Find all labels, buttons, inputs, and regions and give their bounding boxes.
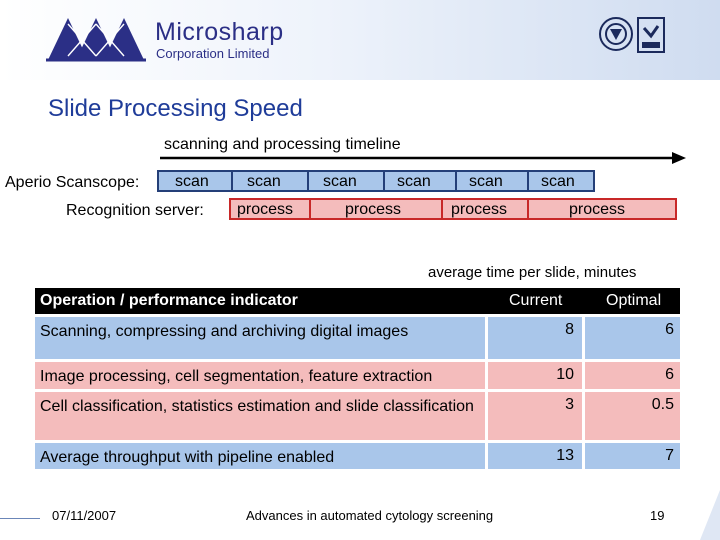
process-segment-label: process	[451, 201, 508, 218]
operation-cell: Cell classification, statistics estimati…	[35, 392, 485, 440]
process-segment: process	[441, 200, 529, 218]
header-current: Current	[509, 292, 563, 309]
table-row: Cell classification, statistics estimati…	[35, 392, 680, 440]
current-cell: 3	[488, 392, 582, 440]
page-number: 19	[650, 508, 665, 523]
table-row: Image processing, cell segmentation, fea…	[35, 362, 680, 389]
process-segment: process	[309, 200, 443, 218]
process-segment: process	[527, 200, 679, 218]
header-operation: Operation / performance indicator	[40, 292, 298, 309]
corner-decoration-icon	[700, 490, 720, 540]
table-note: average time per slide, minutes	[428, 264, 637, 281]
scan-timeline-bar: scan scan scan scan scan scan	[157, 170, 595, 192]
operation-cell: Average throughput with pipeline enabled	[35, 443, 485, 469]
recognition-server-label: Recognition server:	[66, 202, 204, 219]
speed-table: Operation / performance indicator Curren…	[35, 288, 680, 469]
optimal-cell: 6	[585, 362, 680, 389]
scan-segment: scan	[159, 172, 231, 190]
table-row: Scanning, compressing and archiving digi…	[35, 317, 680, 359]
scanscope-label: Aperio Scanscope:	[5, 174, 140, 191]
timeline-title: scanning and processing timeline	[164, 136, 401, 153]
process-segment-label: process	[237, 201, 294, 218]
timeline-arrow-icon	[160, 152, 686, 164]
ukas-certification-icon	[599, 17, 633, 51]
company-name: Microsharp	[155, 18, 284, 46]
process-segment-label: process	[569, 201, 626, 218]
scan-segment-label: scan	[397, 173, 431, 190]
scan-segment-label: scan	[469, 173, 503, 190]
process-timeline-bar: process process process process	[229, 198, 677, 220]
operation-cell: Scanning, compressing and archiving digi…	[35, 317, 485, 359]
current-cell: 13	[488, 443, 582, 469]
table-header-row: Operation / performance indicator Curren…	[35, 288, 680, 314]
table-row: Average throughput with pipeline enabled…	[35, 443, 680, 469]
scan-segment-label: scan	[247, 173, 281, 190]
footer-date: 07/11/2007	[52, 508, 117, 523]
operation-cell: Image processing, cell segmentation, fea…	[35, 362, 485, 389]
header-optimal: Optimal	[606, 292, 662, 309]
scan-segment-label: scan	[323, 173, 357, 190]
microsharp-logo-icon	[46, 18, 146, 62]
slide-title: Slide Processing Speed	[48, 95, 303, 122]
process-segment: process	[231, 200, 309, 218]
footer-divider	[0, 518, 40, 519]
quality-management-icon	[637, 17, 665, 53]
scan-segment: scan	[231, 172, 309, 190]
company-subtitle: Corporation Limited	[156, 46, 270, 61]
optimal-cell: 0.5	[585, 392, 680, 440]
scan-segment-label: scan	[541, 173, 575, 190]
footer-title: Advances in automated cytology screening	[246, 508, 494, 523]
scan-segment: scan	[307, 172, 385, 190]
scan-segment: scan	[527, 172, 597, 190]
scan-segment-label: scan	[175, 173, 209, 190]
current-cell: 10	[488, 362, 582, 389]
current-cell: 8	[488, 317, 582, 359]
optimal-cell: 6	[585, 317, 680, 359]
scan-segment: scan	[383, 172, 457, 190]
optimal-cell: 7	[585, 443, 680, 469]
process-segment-label: process	[345, 201, 402, 218]
scan-segment: scan	[455, 172, 529, 190]
